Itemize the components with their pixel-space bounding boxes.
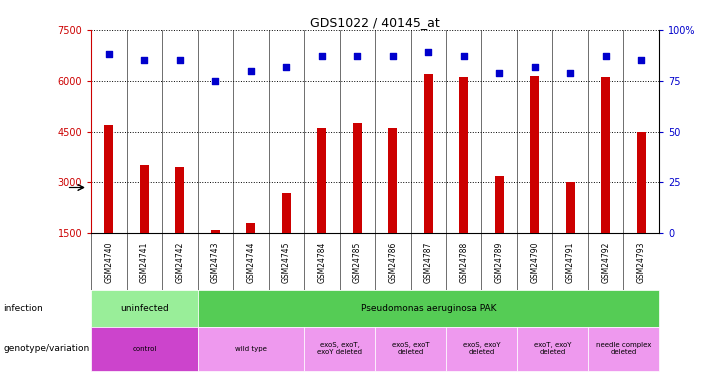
Bar — [530, 76, 539, 233]
Text: exoT, exoY
deleted: exoT, exoY deleted — [533, 342, 571, 355]
Text: GSM24740: GSM24740 — [104, 242, 114, 283]
Text: genotype/variation: genotype/variation — [4, 344, 90, 353]
Bar — [517, 327, 588, 371]
Point — [103, 51, 114, 57]
Bar — [424, 74, 433, 233]
Point — [210, 78, 221, 84]
Bar — [566, 182, 575, 233]
Point — [316, 53, 327, 59]
Text: exoS, exoT,
exoY deleted: exoS, exoT, exoY deleted — [317, 342, 362, 355]
Point — [139, 57, 150, 63]
Bar — [198, 327, 304, 371]
Bar — [459, 77, 468, 233]
Bar — [446, 327, 517, 371]
Bar — [91, 290, 198, 327]
Text: GSM24744: GSM24744 — [246, 242, 255, 283]
Text: GSM24793: GSM24793 — [637, 242, 646, 283]
Text: GSM24791: GSM24791 — [566, 242, 575, 283]
Bar — [495, 176, 504, 233]
Bar — [140, 165, 149, 233]
Title: GDS1022 / 40145_at: GDS1022 / 40145_at — [310, 16, 440, 29]
Bar — [282, 192, 291, 233]
Text: GSM24785: GSM24785 — [353, 242, 362, 283]
Point — [494, 70, 505, 76]
Point — [423, 50, 434, 55]
Text: GSM24789: GSM24789 — [495, 242, 504, 283]
Point — [245, 68, 257, 74]
Bar — [104, 125, 114, 233]
Point — [352, 53, 363, 59]
Text: exoS, exoT
deleted: exoS, exoT deleted — [392, 342, 429, 355]
Text: infection: infection — [4, 304, 43, 313]
Bar — [246, 223, 255, 233]
Text: wild type: wild type — [235, 346, 267, 352]
Point — [529, 63, 540, 70]
Text: exoS, exoY
deleted: exoS, exoY deleted — [463, 342, 501, 355]
Bar — [353, 123, 362, 233]
Text: GSM24790: GSM24790 — [530, 242, 539, 283]
Bar — [388, 128, 397, 233]
Point — [387, 53, 398, 59]
Bar — [175, 167, 184, 233]
Bar — [211, 230, 220, 233]
Text: GSM24784: GSM24784 — [318, 242, 326, 283]
Text: GSM24787: GSM24787 — [424, 242, 433, 283]
Text: GSM24743: GSM24743 — [211, 242, 220, 283]
Point — [636, 57, 647, 63]
Bar — [318, 128, 326, 233]
Text: GSM24788: GSM24788 — [459, 242, 468, 283]
Point — [280, 63, 292, 70]
Text: GSM24786: GSM24786 — [388, 242, 397, 283]
Text: uninfected: uninfected — [120, 304, 169, 313]
Point — [564, 70, 576, 76]
Bar — [198, 290, 659, 327]
Text: needle complex
deleted: needle complex deleted — [596, 342, 651, 355]
Bar — [375, 327, 446, 371]
Point — [175, 57, 186, 63]
Text: GSM24741: GSM24741 — [140, 242, 149, 283]
Point — [600, 53, 611, 59]
Text: GSM24742: GSM24742 — [175, 242, 184, 283]
Bar — [601, 77, 610, 233]
Bar — [588, 327, 659, 371]
Point — [458, 53, 470, 59]
Text: Pseudomonas aeruginosa PAK: Pseudomonas aeruginosa PAK — [360, 304, 496, 313]
Bar — [304, 327, 375, 371]
Text: GSM24745: GSM24745 — [282, 242, 291, 283]
Bar — [637, 132, 646, 233]
Bar — [91, 327, 198, 371]
Text: control: control — [132, 346, 156, 352]
Text: GSM24792: GSM24792 — [601, 242, 610, 283]
